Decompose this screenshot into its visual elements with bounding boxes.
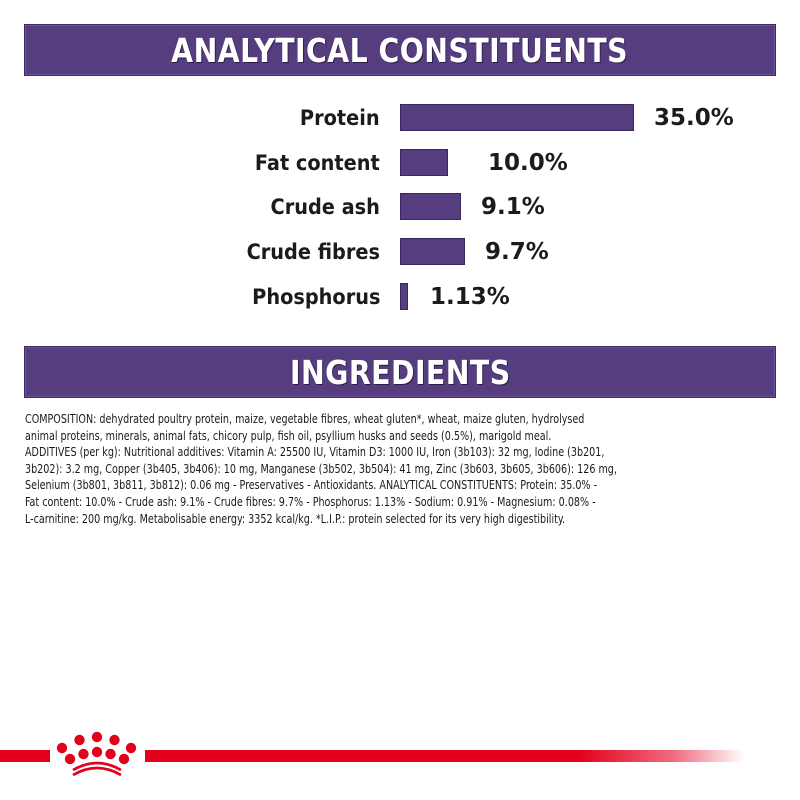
ingredients-line: COMPOSITION: dehydrated poultry protein,… <box>25 411 585 426</box>
brand-line-left <box>0 750 50 762</box>
bar-label: Crude ash <box>270 195 380 219</box>
bar-value: 1.13% <box>430 284 510 310</box>
ingredients-line: 3b202): 3.2 mg, Copper (3b405, 3b406): 1… <box>25 460 617 476</box>
bar-label: Protein <box>300 106 380 130</box>
chart-row-crude-fibres: Crude fibres 9.7% <box>0 238 800 267</box>
bar-protein <box>400 104 634 131</box>
royal-canin-crown-icon <box>56 731 137 777</box>
bar-phosphorus <box>400 283 408 310</box>
bar-value: 10.0% <box>488 150 568 176</box>
ingredients-line: Selenium (3b801, 3b811, 3b812): 0.06 mg … <box>25 477 598 493</box>
ingredients-line: Fat content: 10.0% - Crude ash: 9.1% - C… <box>25 493 596 509</box>
chart-row-fat-content: Fat content 10.0% <box>0 149 800 178</box>
bar-crude-ash <box>400 193 461 220</box>
chart-row-protein: Protein 35.0% <box>0 104 800 133</box>
bar-value: 9.7% <box>485 239 549 265</box>
brand-line-right <box>145 750 745 762</box>
chart-row-crude-ash: Crude ash 9.1% <box>0 193 800 222</box>
ingredients-line: L-carnitine: 200 mg/kg. Metabolisable en… <box>25 510 566 526</box>
bar-label: Crude fibres <box>246 240 380 264</box>
bar-label: Fat content <box>255 151 380 175</box>
ingredients-line: animal proteins, minerals, animal fats, … <box>25 427 552 443</box>
bar-label: Phosphorus <box>251 285 380 309</box>
analytical-constituents-chart: Protein 35.0% Fat content 10.0% Crude as… <box>0 0 800 330</box>
ingredients-paragraph: COMPOSITION: dehydrated poultry protein,… <box>25 411 785 527</box>
bar-value: 35.0% <box>654 105 734 131</box>
bar-crude-fibres <box>400 238 465 265</box>
bar-fat-content <box>400 149 448 176</box>
bar-value: 9.1% <box>481 194 545 220</box>
analytical-constituents-title: ANALYTICAL CONSTITUENTS <box>171 30 629 70</box>
ingredients-header: INGREDIENTS <box>24 346 776 398</box>
chart-row-phosphorus: Phosphorus 1.13% <box>0 283 800 312</box>
ingredients-line: ADDITIVES (per kg): Nutritional additive… <box>25 444 605 460</box>
analytical-constituents-header: ANALYTICAL CONSTITUENTS <box>24 24 776 76</box>
ingredients-title: INGREDIENTS <box>289 352 511 392</box>
